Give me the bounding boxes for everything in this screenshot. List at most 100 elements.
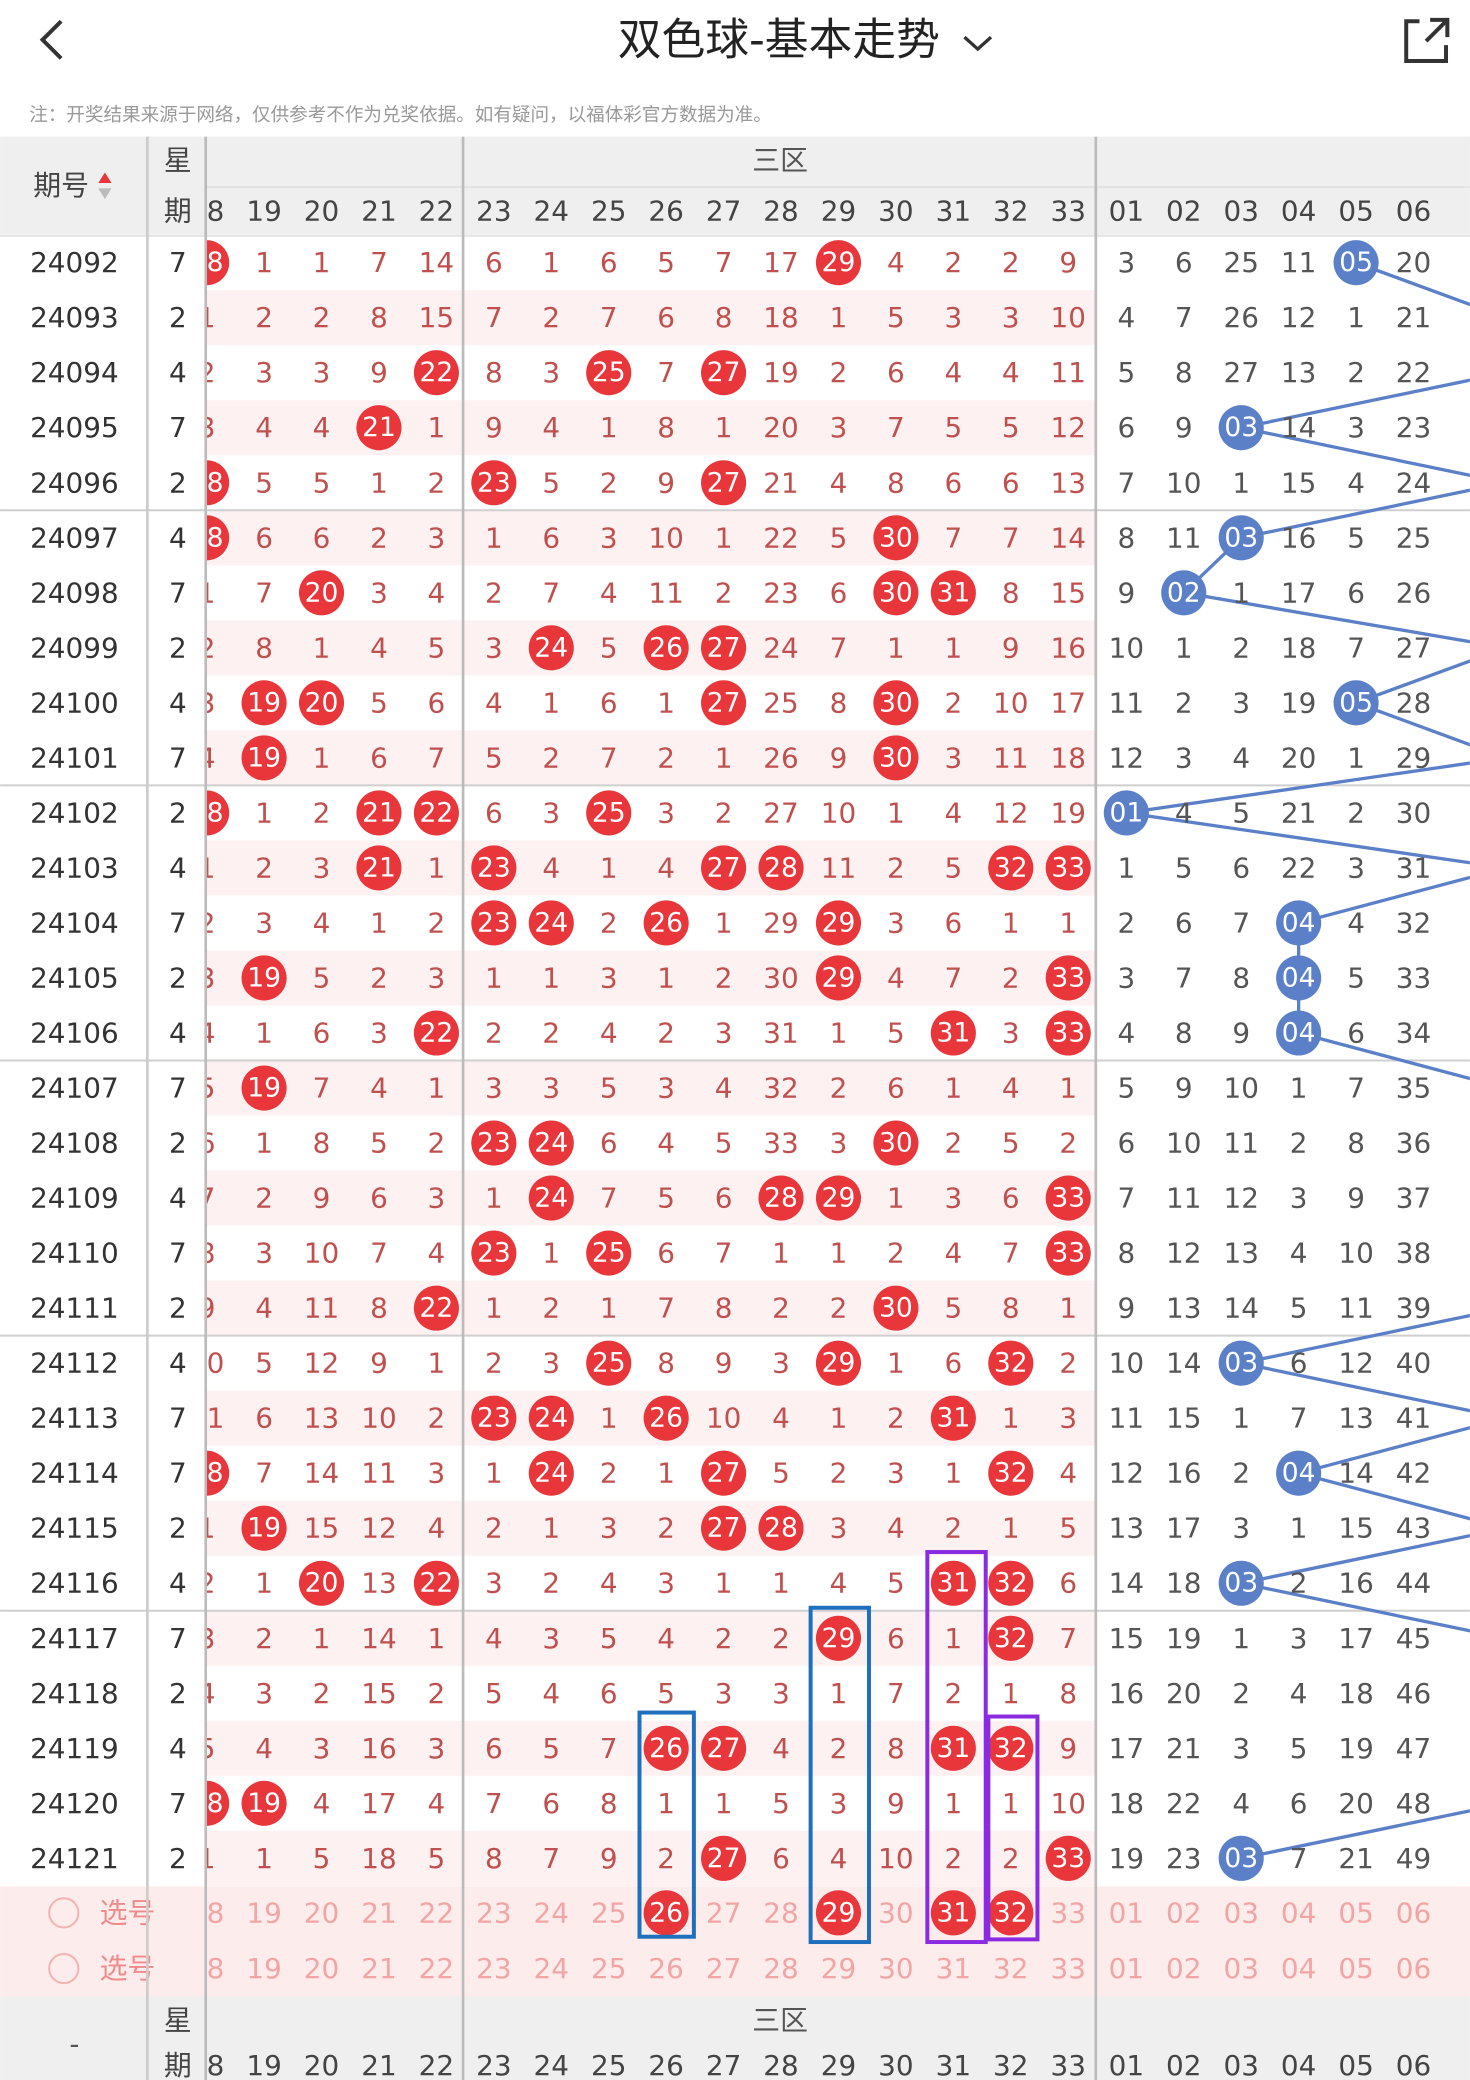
red-omission: 2 bbox=[428, 1402, 446, 1435]
select-option[interactable]: 06 bbox=[1396, 1896, 1431, 1929]
footer-column-header: 06 bbox=[1396, 2049, 1431, 2080]
select-option[interactable]: 32 bbox=[993, 1952, 1028, 1985]
select-option[interactable]: 02 bbox=[1166, 1896, 1201, 1929]
select-option[interactable]: 19 bbox=[246, 1896, 281, 1929]
red-omission: 3 bbox=[1059, 1402, 1077, 1435]
blue-omission: 4 bbox=[1117, 301, 1135, 334]
select-label[interactable]: 选号 bbox=[100, 1952, 156, 1985]
title-dropdown[interactable] bbox=[963, 35, 993, 52]
select-toggle[interactable] bbox=[48, 1952, 80, 1985]
select-option[interactable]: 25 bbox=[591, 1952, 626, 1985]
select-option[interactable]: 24 bbox=[534, 1896, 569, 1929]
blue-omission: 11 bbox=[1166, 1182, 1201, 1215]
red-ball-number: 19 bbox=[247, 742, 281, 773]
select-option[interactable]: 03 bbox=[1223, 1896, 1258, 1929]
blue-omission: 6 bbox=[1347, 576, 1365, 609]
select-option[interactable]: 26 bbox=[648, 1952, 683, 1985]
blue-ball bbox=[1103, 790, 1149, 836]
sort-up[interactable] bbox=[98, 172, 112, 184]
selected-ball-number[interactable]: 31 bbox=[936, 1897, 970, 1928]
select-option[interactable]: 31 bbox=[936, 1952, 971, 1985]
footer-weekday: 星 bbox=[164, 2004, 192, 2037]
select-option[interactable]: 30 bbox=[878, 1952, 913, 1985]
select-option[interactable]: 21 bbox=[361, 1952, 396, 1985]
select-option[interactable]: 21 bbox=[361, 1896, 396, 1929]
select-option[interactable]: 03 bbox=[1223, 1952, 1258, 1985]
red-omission: 10 bbox=[821, 796, 856, 829]
select-option[interactable]: 20 bbox=[304, 1952, 339, 1985]
red-omission: 24 bbox=[763, 631, 798, 664]
blue-omission: 8 bbox=[1175, 356, 1193, 389]
selected-ball[interactable] bbox=[643, 1890, 689, 1936]
red-ball bbox=[471, 845, 517, 891]
selected-ball-number[interactable]: 26 bbox=[649, 1897, 683, 1928]
select-option[interactable]: 02 bbox=[1166, 1952, 1201, 1985]
selected-ball-number[interactable]: 32 bbox=[994, 1897, 1028, 1928]
red-ball-number: 22 bbox=[420, 1293, 454, 1324]
red-omission: 3 bbox=[370, 1016, 388, 1049]
select-option[interactable]: 23 bbox=[476, 1896, 511, 1929]
red-omission: 14 bbox=[1051, 521, 1086, 554]
select-option[interactable]: 24 bbox=[534, 1952, 569, 1985]
red-omission: 1 bbox=[198, 576, 216, 609]
select-option[interactable]: 01 bbox=[1109, 1952, 1144, 1985]
selected-ball[interactable] bbox=[988, 1890, 1034, 1936]
red-ball-number: 22 bbox=[420, 1017, 454, 1048]
red-ball bbox=[988, 845, 1034, 891]
red-ball bbox=[701, 1450, 747, 1496]
select-option[interactable]: 05 bbox=[1338, 1896, 1373, 1929]
blue-omission: 21 bbox=[1338, 1842, 1373, 1875]
select-option[interactable]: 33 bbox=[1051, 1896, 1086, 1929]
selected-ball[interactable] bbox=[815, 1890, 862, 1936]
red-ball bbox=[471, 1120, 517, 1166]
selected-ball[interactable] bbox=[930, 1890, 976, 1936]
select-option[interactable]: 27 bbox=[706, 1896, 741, 1929]
column-header: 31 bbox=[936, 194, 971, 227]
select-option[interactable]: 33 bbox=[1051, 1952, 1086, 1985]
red-ball bbox=[643, 1395, 689, 1441]
select-option[interactable]: 19 bbox=[246, 1952, 281, 1985]
red-omission: 8 bbox=[313, 1127, 331, 1160]
red-omission: 5 bbox=[485, 1677, 503, 1710]
blue-ball-number: 03 bbox=[1224, 522, 1258, 553]
select-option[interactable]: 29 bbox=[821, 1952, 856, 1985]
red-omission: 8 bbox=[1002, 1292, 1020, 1325]
select-option[interactable]: 28 bbox=[763, 1952, 798, 1985]
page-title[interactable]: 双色球-基本走势 bbox=[618, 14, 940, 65]
select-option[interactable]: 20 bbox=[304, 1896, 339, 1929]
back-button[interactable] bbox=[39, 19, 63, 60]
blue-ball bbox=[1333, 240, 1379, 286]
select-label[interactable]: 选号 bbox=[100, 1896, 156, 1929]
select-option[interactable]: 05 bbox=[1338, 1952, 1373, 1985]
sort-down[interactable] bbox=[98, 188, 112, 199]
select-option[interactable]: 22 bbox=[419, 1896, 454, 1929]
select-option[interactable]: 18 bbox=[189, 1896, 225, 1929]
period-header[interactable]: 期号 bbox=[33, 169, 89, 202]
select-option[interactable]: 22 bbox=[419, 1952, 454, 1985]
red-omission: 2 bbox=[428, 1677, 446, 1710]
red-omission: 1 bbox=[657, 1457, 675, 1490]
red-ball bbox=[528, 1450, 574, 1496]
blue-omission: 3 bbox=[1175, 741, 1193, 774]
red-omission: 1 bbox=[542, 686, 560, 719]
select-option[interactable]: 23 bbox=[476, 1952, 511, 1985]
period: 24105 bbox=[30, 961, 119, 994]
weekday: 4 bbox=[169, 1347, 187, 1380]
select-option[interactable]: 27 bbox=[706, 1952, 741, 1985]
select-option[interactable]: 01 bbox=[1109, 1896, 1144, 1929]
select-option[interactable]: 06 bbox=[1396, 1952, 1431, 1985]
blue-omission: 5 bbox=[1117, 1072, 1135, 1105]
red-ball-number: 23 bbox=[477, 1128, 511, 1159]
select-option[interactable]: 04 bbox=[1281, 1896, 1316, 1929]
select-option[interactable]: 18 bbox=[189, 1952, 225, 1985]
weekday: 4 bbox=[169, 1182, 187, 1215]
select-option[interactable]: 04 bbox=[1281, 1952, 1316, 1985]
selected-ball-number[interactable]: 29 bbox=[822, 1897, 856, 1928]
share-button[interactable] bbox=[1404, 17, 1450, 64]
blue-omission: 19 bbox=[1166, 1622, 1201, 1655]
red-omission: 3 bbox=[830, 1787, 848, 1820]
select-toggle[interactable] bbox=[48, 1897, 80, 1929]
select-option[interactable]: 28 bbox=[763, 1896, 798, 1929]
select-option[interactable]: 25 bbox=[591, 1896, 626, 1929]
select-option[interactable]: 30 bbox=[878, 1896, 913, 1929]
